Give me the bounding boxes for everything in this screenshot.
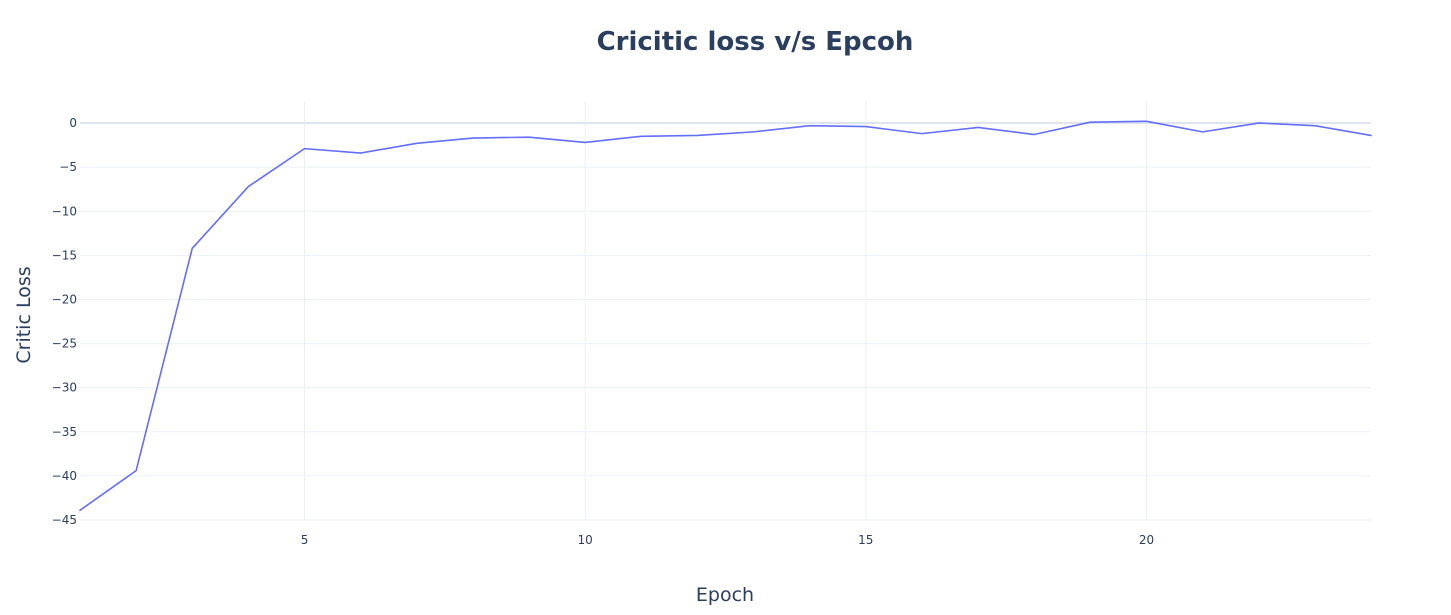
y-tick-label: −30 (52, 381, 77, 395)
y-tick-label: −45 (52, 513, 77, 527)
grid-lines (80, 101, 1371, 521)
chart-title: Cricitic loss v/s Epcoh (597, 27, 914, 57)
x-tick-label: 5 (301, 533, 309, 547)
y-tick-label: −40 (52, 469, 77, 483)
series-line (79, 120, 1372, 512)
y-axis-title: Critic Loss (13, 266, 35, 363)
y-tick-label: −35 (52, 425, 77, 439)
x-axis-title: Epoch (696, 584, 754, 606)
y-tick-label: 0 (69, 116, 77, 130)
y-tick-label: −15 (52, 248, 77, 262)
y-tick-label: −20 (52, 292, 77, 306)
y-tick-label: −10 (52, 204, 77, 218)
y-tick-label: −25 (52, 337, 77, 351)
tick-labels: 5 10 15 20 0 −5 −10 −15 −20 −25 −30 −35 −40 −45 (52, 116, 1154, 547)
x-tick-label: 10 (578, 533, 593, 547)
series-layer (79, 120, 1372, 512)
x-tick-label: 20 (1139, 533, 1154, 547)
x-tick-label: 15 (858, 533, 873, 547)
y-tick-label: −5 (59, 160, 77, 174)
